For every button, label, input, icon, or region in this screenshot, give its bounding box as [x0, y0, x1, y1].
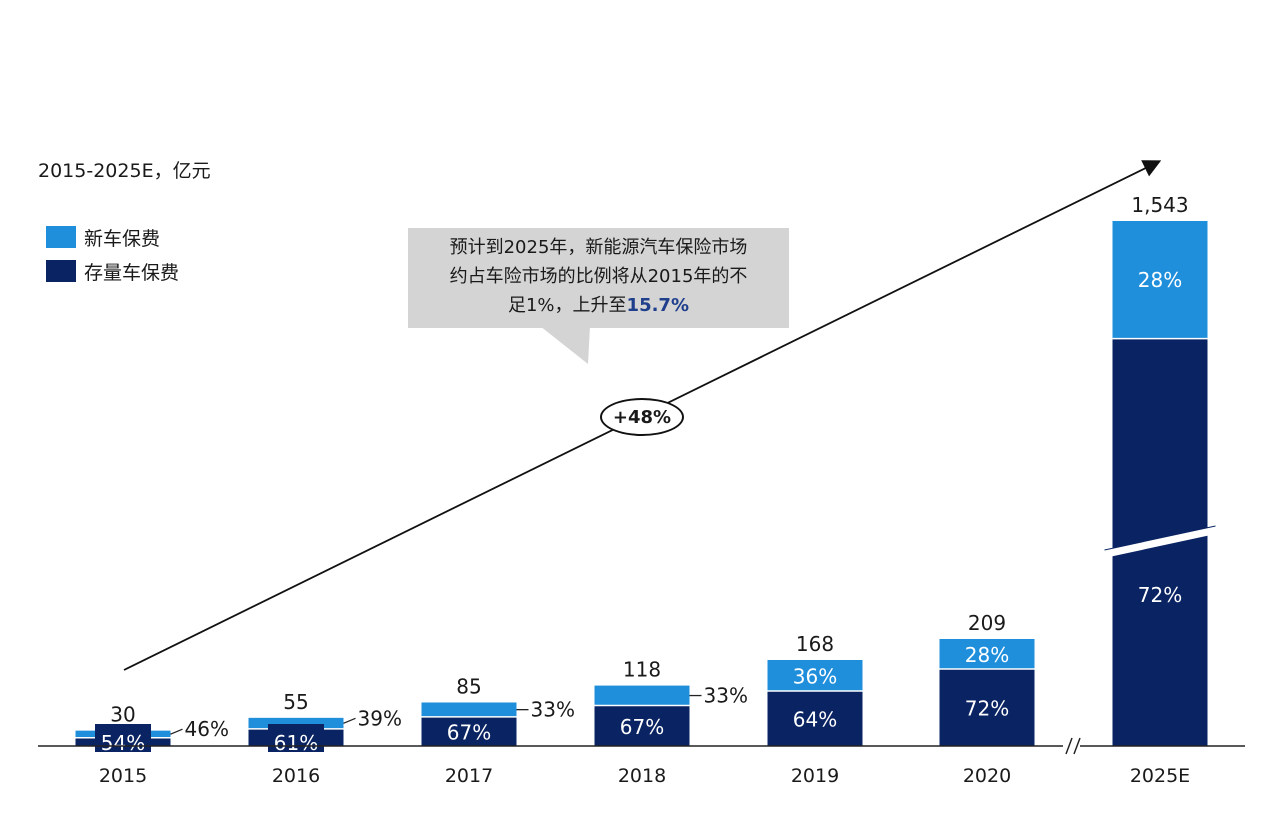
bar-pct-label-new: 33%	[704, 684, 748, 708]
bar-pct-label-new: 33%	[531, 698, 575, 722]
callout-line-3: 足1%，上升至15.7%	[408, 291, 789, 320]
bar-pct-label-stock: 72%	[965, 696, 1009, 720]
bar-pct-label-new: 28%	[965, 643, 1009, 667]
bar-segment-new-2020	[939, 638, 1035, 669]
axis-break-mark	[1065, 737, 1073, 755]
bars-group: 30 2015 54% 46% 55 2016 61% 39% 85 2017 67% 33% 118 2…	[75, 193, 1216, 787]
x-tick-label: 2017	[445, 765, 493, 787]
legend-item-new-car: 新车保费	[46, 220, 179, 254]
bar-segment-new-2016	[248, 717, 344, 729]
callout-box: 预计到2025年，新能源汽车保险市场 约占车险市场的比例将从2015年的不 足1…	[408, 228, 789, 328]
bar-total-label: 168	[796, 632, 834, 656]
callout-line-2: 约占车险市场的比例将从2015年的不	[449, 266, 748, 287]
bar-pct-label-stock: 67%	[447, 720, 491, 744]
bar-segment-stock-2018	[594, 705, 690, 746]
x-tick-label: 2019	[791, 765, 839, 787]
x-tick-label: 2018	[618, 765, 666, 787]
legend-swatch-stock-car	[46, 260, 76, 282]
leader-line	[170, 728, 183, 735]
bar-segment-new-2018	[594, 685, 690, 706]
bar-pct-label-new: 36%	[793, 664, 837, 688]
bar-segment-stock-2020	[939, 668, 1035, 746]
bar-segment-new-2025E	[1112, 221, 1208, 339]
axis-break-mark	[1073, 737, 1081, 755]
legend-label-new-car: 新车保费	[84, 227, 161, 250]
label-background	[95, 724, 151, 752]
bar-pct-label-stock: 67%	[620, 715, 664, 739]
callout-tail	[540, 326, 590, 364]
bar-total-label: 209	[968, 611, 1006, 635]
callout-highlight: 15.7%	[626, 295, 689, 316]
x-axis	[38, 737, 1245, 755]
bar-segment-stock-2019	[767, 690, 863, 746]
bar-total-label: 30	[110, 703, 135, 727]
x-tick-label: 2016	[272, 765, 320, 787]
bar-segment-stock-2017	[421, 716, 517, 746]
bar-total-label: 55	[283, 690, 308, 714]
bar-pct-label-stock: 54%	[101, 731, 145, 755]
bar-pct-label-new: 39%	[358, 706, 402, 730]
x-tick-label: 2025E	[1130, 765, 1190, 787]
bar-total-label: 1,543	[1131, 193, 1188, 217]
legend: 新车保费 存量车保费	[46, 220, 179, 288]
bar-pct-label-stock: 61%	[274, 731, 318, 755]
callout-line-1: 预计到2025年，新能源汽车保险市场	[449, 237, 748, 258]
bar-pct-label-stock: 72%	[1138, 583, 1182, 607]
bar-pct-label-new: 46%	[185, 717, 229, 741]
bar-pct-label-stock: 64%	[793, 707, 837, 731]
legend-item-stock-car: 存量车保费	[46, 254, 179, 288]
x-tick-label: 2015	[99, 765, 147, 787]
growth-rate-badge: +48%	[600, 398, 684, 436]
chart-subtitle: 2015-2025E，亿元	[38, 160, 211, 182]
legend-label-stock-car: 存量车保费	[84, 261, 180, 284]
bar-segment-new-2019	[767, 659, 863, 691]
callout-line-3-prefix: 足1%，上升至	[507, 295, 627, 316]
bar-break-mark	[1104, 526, 1216, 558]
bar-pct-label-new: 28%	[1138, 268, 1182, 292]
leader-line	[343, 717, 356, 724]
x-tick-label: 2020	[963, 765, 1011, 787]
legend-swatch-new-car	[46, 226, 76, 248]
bar-total-label: 85	[456, 674, 481, 698]
bar-segment-new-2017	[421, 702, 517, 717]
bar-total-label: 118	[623, 658, 661, 682]
label-background	[268, 724, 324, 752]
bar-break-line	[1104, 525, 1216, 551]
